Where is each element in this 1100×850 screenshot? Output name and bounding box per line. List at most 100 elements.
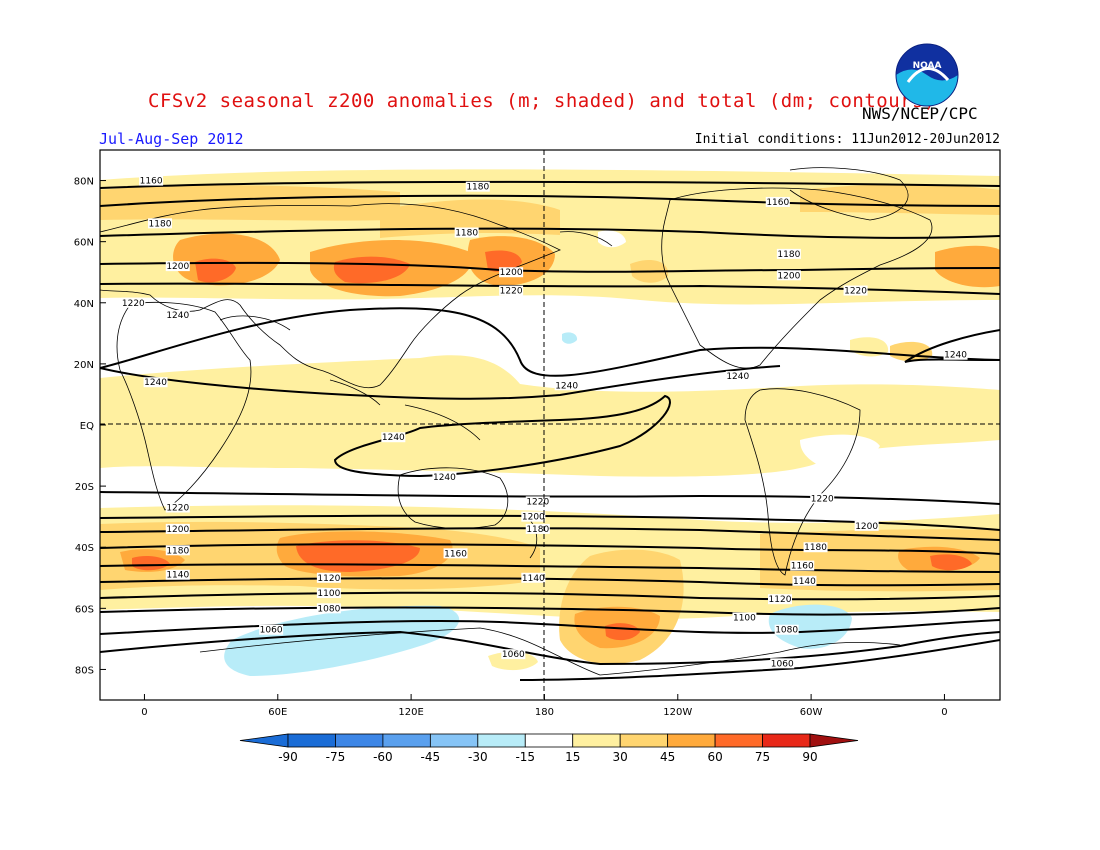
contour-label: 1080 (775, 626, 798, 636)
contour-label-bg (381, 432, 406, 443)
antarctica-outline (199, 627, 901, 676)
colorbar-swatch (572, 733, 621, 748)
longitude-axis: 0 60E 120E 180 120W 60W 0 (141, 694, 948, 718)
contour-label-bg (165, 545, 190, 556)
lat-tick-label: 20N (74, 360, 94, 371)
contour-label-bg (765, 196, 790, 207)
colorbar-label: 30 (613, 750, 628, 764)
contour-label-bg (732, 612, 757, 623)
contour-label-bg (554, 380, 579, 391)
lon-tick-label: 0 (941, 707, 947, 718)
contour-label-bg (768, 594, 792, 605)
contour-label: 1180 (526, 525, 549, 535)
contour-label: 1240 (382, 433, 405, 443)
contour-label-bg (501, 649, 526, 660)
colorbar-swatch (382, 733, 431, 748)
lat-tick-label: 80S (75, 665, 94, 676)
contour-label: 1200 (777, 271, 800, 281)
colorbar-swatch (619, 733, 669, 748)
contour-label-bg (803, 542, 828, 553)
contour-label-bg (525, 523, 550, 534)
contour-label: 1100 (317, 589, 340, 599)
colorbar-label: -90 (278, 750, 298, 764)
lon-tick-label: 60W (800, 707, 823, 718)
contour-label: 1180 (466, 183, 489, 193)
colorbar-high-arrow (809, 733, 859, 748)
lat-tick-label: 60S (75, 604, 94, 615)
south-america-outline (744, 388, 861, 576)
contour-label-bg (432, 471, 457, 482)
contour-label-bg (774, 624, 799, 635)
contour-label-bg (943, 349, 968, 360)
contour-label-bg (165, 310, 190, 320)
contour-label-bg (165, 569, 190, 580)
contour-label-bg (725, 371, 750, 382)
contour-label: 1140 (166, 571, 189, 581)
contour-label-bg (790, 560, 815, 571)
lon-tick-label: 120E (398, 707, 423, 718)
contour-label-bg (165, 261, 190, 272)
contour-labels: 1160 1180 1160 1180 1180 1180 1200 1200 1200 1220… (121, 175, 968, 669)
greenland-outline (789, 167, 909, 221)
colorbar-label: -15 (515, 750, 535, 764)
lon-tick-label: 180 (535, 707, 554, 718)
contour-label: 1180 (804, 543, 827, 553)
contour-label-bg (316, 603, 341, 614)
colorbar: -90 -75 -60 -45 -30 -15 15 30 45 60 75 90 (239, 733, 859, 764)
chart-title: CFSv2 seasonal z200 anomalies (m; shaded… (148, 90, 936, 112)
lat-tick-label: 40N (74, 299, 94, 310)
contour-label-bg (499, 267, 524, 278)
contour-label: 1100 (733, 614, 756, 624)
contour-label: 1060 (771, 659, 794, 669)
colorbar-swatch (667, 733, 716, 748)
colorbar-swatch (477, 733, 526, 748)
shaded-anomalies-tropics (100, 332, 1000, 477)
colorbar-swatch (762, 733, 811, 748)
colorbar-label: -75 (326, 750, 346, 764)
colorbar-label: 90 (802, 750, 817, 764)
new-zealand-outline (529, 519, 538, 559)
colorbar-label: -60 (373, 750, 393, 764)
period-label: Jul-Aug-Sep 2012 (99, 130, 244, 148)
colorbar-label: 60 (707, 750, 722, 764)
contour-label: 1160 (791, 562, 814, 572)
contour-label-bg (454, 227, 479, 238)
asia-detail-outline (219, 315, 481, 441)
contour-label: 1160 (444, 549, 467, 559)
contour-label: 1220 (166, 504, 189, 514)
contour-label-bg (165, 523, 190, 534)
contour-label-bg (165, 502, 190, 513)
contour-label-bg (521, 511, 546, 522)
africa-outline (116, 302, 252, 511)
logo-text: NOAA (913, 61, 942, 71)
north-america-outline (661, 187, 933, 369)
contour-label: 1200 (166, 262, 189, 272)
contour-label: 1200 (500, 268, 523, 278)
contour-label: 1200 (166, 525, 189, 535)
colorbar-swatch (287, 733, 336, 748)
contour-label: 1220 (844, 287, 867, 297)
contour-label: 1080 (317, 604, 340, 614)
contour-label: 1220 (122, 299, 145, 309)
contour-label-bg (139, 175, 164, 186)
contour-label-bg (316, 572, 341, 583)
contour-label: 1120 (317, 574, 340, 584)
contour-label: 1140 (522, 574, 545, 584)
colorbar-label: 75 (755, 750, 770, 764)
lat-tick-label: 40S (75, 543, 94, 554)
initial-conditions-label: Initial conditions: 11Jun2012-20Jun2012 (694, 132, 1000, 147)
colorbar-label: -45 (421, 750, 441, 764)
contour-label: 1180 (455, 229, 478, 239)
contour-label-bg (148, 218, 172, 229)
contour-label-bg (792, 575, 817, 586)
contour-label-bg (121, 297, 146, 308)
colorbar-label: 45 (660, 750, 675, 764)
colorbar-label: -30 (468, 750, 488, 764)
contour-label-bg (443, 548, 468, 559)
contour-label: 1240 (944, 351, 967, 361)
contour-label-bg (525, 496, 550, 507)
contour-label-bg (143, 377, 168, 388)
contour-label-bg (776, 248, 801, 259)
contour-label: 1220 (500, 287, 523, 297)
